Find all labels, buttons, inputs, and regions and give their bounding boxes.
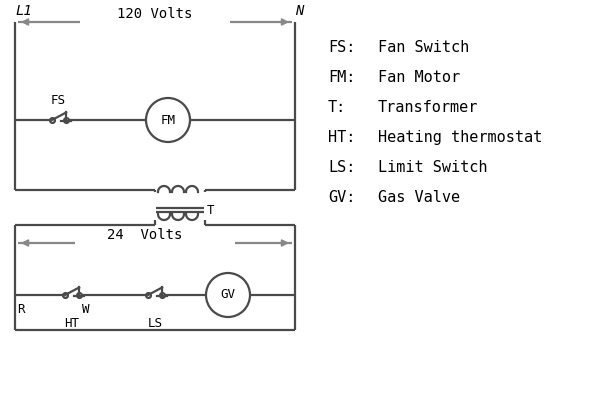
Text: GV: GV [221, 288, 235, 302]
Text: GV:: GV: [328, 190, 355, 205]
Text: L1: L1 [15, 4, 32, 18]
Text: FM: FM [160, 114, 175, 126]
Text: FS: FS [51, 94, 66, 107]
Text: LS:: LS: [328, 160, 355, 175]
Text: Heating thermostat: Heating thermostat [378, 130, 542, 145]
Text: Gas Valve: Gas Valve [378, 190, 460, 205]
Text: R: R [17, 303, 25, 316]
Text: Limit Switch: Limit Switch [378, 160, 487, 175]
Text: HT: HT [64, 317, 80, 330]
Text: HT:: HT: [328, 130, 355, 145]
Text: Transformer: Transformer [378, 100, 478, 115]
Text: Fan Switch: Fan Switch [378, 40, 469, 55]
Text: W: W [82, 303, 90, 316]
Text: 120 Volts: 120 Volts [117, 7, 193, 21]
Text: T: T [207, 204, 215, 216]
Text: N: N [295, 4, 303, 18]
Text: 24  Volts: 24 Volts [107, 228, 183, 242]
Text: Fan Motor: Fan Motor [378, 70, 460, 85]
Text: FM:: FM: [328, 70, 355, 85]
Text: T:: T: [328, 100, 346, 115]
Text: LS: LS [148, 317, 163, 330]
Text: FS:: FS: [328, 40, 355, 55]
